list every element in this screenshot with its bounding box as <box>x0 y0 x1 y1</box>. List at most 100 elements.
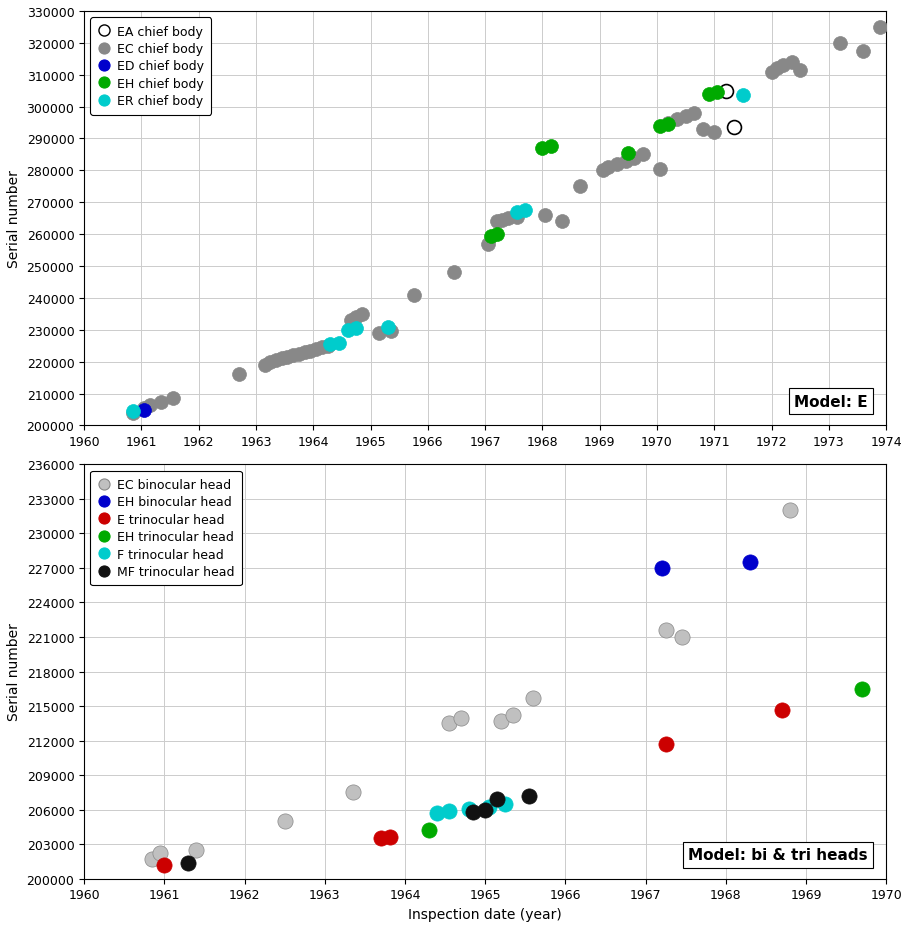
Point <box>874 20 888 35</box>
Point <box>309 342 324 357</box>
Point <box>189 843 204 857</box>
Legend: EA chief body, EC chief body, ED chief body, EH chief body, ER chief body: EA chief body, EC chief body, ED chief b… <box>90 19 211 116</box>
Point <box>653 162 667 177</box>
Point <box>324 338 338 353</box>
Point <box>125 406 140 420</box>
Point <box>494 714 508 728</box>
Legend: EC binocular head, EH binocular head, E trinocular head, EH trinocular head, F t: EC binocular head, EH binocular head, E … <box>90 471 242 586</box>
Point <box>430 806 445 820</box>
Point <box>280 350 295 365</box>
Point <box>833 36 847 51</box>
Point <box>465 805 480 819</box>
Point <box>727 121 742 135</box>
Point <box>621 147 635 161</box>
Point <box>275 352 289 367</box>
Point <box>484 229 498 244</box>
Point <box>355 307 369 322</box>
Point <box>384 830 398 844</box>
Point <box>269 354 284 368</box>
Point <box>153 846 167 861</box>
X-axis label: Inspection date (year): Inspection date (year) <box>408 907 562 922</box>
Text: Model: bi & tri heads: Model: bi & tri heads <box>688 847 868 862</box>
Point <box>257 358 272 373</box>
Point <box>349 310 364 325</box>
Point <box>482 800 496 815</box>
Point <box>670 113 684 128</box>
Point <box>618 154 633 169</box>
Point <box>658 737 673 752</box>
Point <box>702 87 716 102</box>
Point <box>446 265 461 280</box>
Point <box>784 56 799 71</box>
Point <box>653 119 667 134</box>
Point <box>518 203 533 218</box>
Point <box>661 118 675 133</box>
Point <box>165 392 180 406</box>
Point <box>297 345 312 360</box>
Point <box>495 213 510 228</box>
Point <box>489 214 504 229</box>
Point <box>340 323 355 338</box>
Point <box>743 555 757 570</box>
Point <box>774 702 789 717</box>
Point <box>292 347 306 362</box>
Point <box>478 803 493 818</box>
Point <box>137 401 152 416</box>
Point <box>555 214 570 229</box>
Point <box>374 831 388 846</box>
Point <box>775 58 790 73</box>
Point <box>522 789 536 804</box>
Point <box>145 852 160 867</box>
Point <box>658 623 673 638</box>
Point <box>526 690 541 705</box>
Y-axis label: Serial number: Serial number <box>7 170 21 268</box>
Point <box>490 792 504 806</box>
Point <box>157 857 172 872</box>
Point <box>372 327 386 342</box>
Point <box>406 288 421 303</box>
Point <box>654 561 669 575</box>
Point <box>687 107 702 122</box>
Point <box>315 341 329 355</box>
Point <box>595 163 610 178</box>
Point <box>442 716 456 731</box>
Point <box>783 503 797 518</box>
Point <box>263 354 277 369</box>
Point <box>856 45 871 59</box>
Point <box>674 630 689 645</box>
Point <box>320 339 335 354</box>
Point <box>544 140 558 155</box>
Point <box>344 314 358 329</box>
Point <box>303 343 317 358</box>
Point <box>277 814 292 829</box>
Point <box>332 336 346 351</box>
Point <box>381 320 395 335</box>
Point <box>707 125 722 140</box>
Point <box>125 405 140 419</box>
Point <box>155 394 169 409</box>
Point <box>481 237 495 251</box>
Point <box>349 321 364 336</box>
Point <box>509 205 524 220</box>
Point <box>661 116 675 131</box>
Point <box>627 151 642 166</box>
Point <box>718 84 733 99</box>
Point <box>610 158 624 173</box>
Point <box>710 85 724 100</box>
Point <box>137 403 152 418</box>
Point <box>181 856 195 870</box>
Point <box>601 161 615 175</box>
Point <box>232 367 246 382</box>
Point <box>501 212 515 226</box>
Point <box>509 210 524 225</box>
Point <box>345 785 360 800</box>
Point <box>489 227 504 242</box>
Point <box>498 796 513 811</box>
Point <box>538 209 553 224</box>
Point <box>793 63 807 78</box>
Point <box>764 65 779 80</box>
Point <box>286 349 301 364</box>
Point <box>143 398 157 413</box>
Y-axis label: Serial number: Serial number <box>7 623 21 721</box>
Point <box>854 682 869 697</box>
